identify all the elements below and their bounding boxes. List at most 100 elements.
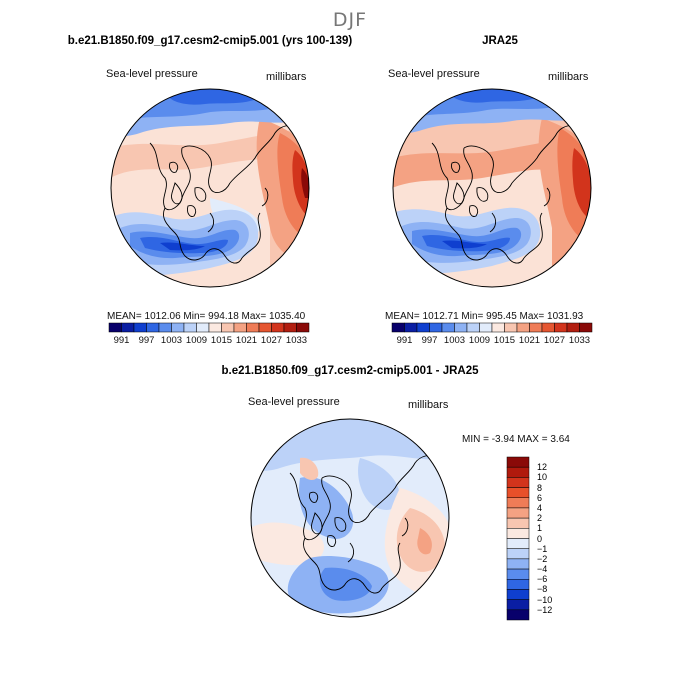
- left-stats: MEAN= 1012.06 Min= 994.18 Max= 1035.40: [107, 311, 306, 322]
- left-colorbar: [108, 322, 310, 333]
- colorbar-swatch: [579, 322, 593, 333]
- colorbar-tick-label: −10: [537, 594, 553, 605]
- right-colorbar-labels: 991 997 1003 1009 1015 1021 1027 1033: [392, 335, 592, 349]
- colorbar-swatch: [479, 322, 493, 333]
- colorbar-swatch: [391, 322, 405, 333]
- colorbar-swatch: [121, 322, 135, 333]
- diff-minmax: MIN = -3.94 MAX = 3.64: [462, 434, 570, 445]
- colorbar-swatch: [296, 322, 310, 333]
- colorbar-swatch: [506, 456, 530, 468]
- colorbar-swatch: [271, 322, 285, 333]
- colorbar-swatch: [506, 568, 530, 580]
- diff-polar-map: [250, 418, 450, 618]
- colorbar-swatch: [196, 322, 210, 333]
- colorbar-tick-label: 6: [537, 492, 543, 503]
- colorbar-tick-label: −2: [537, 553, 548, 564]
- colorbar-swatch: [506, 609, 530, 621]
- colorbar-swatch: [133, 322, 147, 333]
- colorbar-swatch: [506, 517, 530, 529]
- colorbar-tick-label: 1015: [493, 335, 516, 346]
- colorbar-tick-label: 1027: [260, 335, 283, 346]
- colorbar-swatch: [506, 548, 530, 560]
- colorbar-swatch: [504, 322, 518, 333]
- colorbar-tick-label: −12: [537, 604, 553, 615]
- colorbar-swatch: [171, 322, 185, 333]
- colorbar-tick-label: 0: [537, 533, 543, 544]
- colorbar-swatch: [466, 322, 480, 333]
- colorbar-swatch: [506, 599, 530, 611]
- colorbar-tick-label: 8: [537, 482, 543, 493]
- right-polar-map: [392, 88, 592, 288]
- colorbar-swatch: [541, 322, 555, 333]
- colorbar-tick-label: 1009: [468, 335, 491, 346]
- colorbar-tick-label: 1003: [443, 335, 466, 346]
- colorbar-swatch: [506, 487, 530, 498]
- colorbar-swatch: [491, 322, 505, 333]
- colorbar-tick-label: 991: [396, 335, 413, 346]
- colorbar-swatch: [233, 322, 247, 333]
- colorbar-tick-label: 991: [113, 335, 130, 346]
- colorbar-swatch: [506, 558, 530, 570]
- colorbar-swatch: [554, 322, 568, 333]
- colorbar-swatch: [146, 322, 160, 333]
- colorbar-tick-label: −4: [537, 564, 548, 575]
- diff-colorbar: [506, 456, 530, 621]
- season-title: DJF: [332, 9, 368, 31]
- diff-variable-label: Sea-level pressure: [248, 396, 340, 408]
- colorbar-tick-label: 1003: [160, 335, 183, 346]
- colorbar-tick-label: 2: [537, 513, 543, 524]
- colorbar-tick-label: 1021: [518, 335, 541, 346]
- colorbar-tick-label: 4: [537, 502, 543, 513]
- colorbar-tick-label: 1009: [185, 335, 208, 346]
- colorbar-swatch: [429, 322, 443, 333]
- colorbar-swatch: [158, 322, 172, 333]
- colorbar-tick-label: 1027: [543, 335, 566, 346]
- colorbar-swatch: [221, 322, 235, 333]
- colorbar-swatch: [416, 322, 430, 333]
- colorbar-swatch: [506, 538, 530, 549]
- colorbar-tick-label: −1: [537, 543, 548, 554]
- colorbar-swatch: [516, 322, 530, 333]
- colorbar-tick-label: 1015: [210, 335, 233, 346]
- left-units-label: millibars: [266, 71, 307, 83]
- diff-units-label: millibars: [408, 399, 449, 411]
- colorbar-tick-label: 997: [421, 335, 438, 346]
- colorbar-tick-label: −8: [537, 584, 548, 595]
- colorbar-swatch: [246, 322, 260, 333]
- colorbar-swatch: [441, 322, 455, 333]
- left-polar-map: [110, 88, 310, 288]
- right-panel-title: JRA25: [482, 35, 518, 47]
- colorbar-swatch: [258, 322, 272, 333]
- colorbar-tick-label: 1033: [285, 335, 308, 346]
- colorbar-swatch: [208, 322, 222, 333]
- colorbar-tick-label: 12: [537, 462, 548, 473]
- right-colorbar: [391, 322, 593, 333]
- colorbar-swatch: [183, 322, 197, 333]
- left-panel-title: b.e21.B1850.f09_g17.cesm2-cmip5.001 (yrs…: [67, 35, 353, 47]
- colorbar-swatch: [506, 579, 530, 590]
- colorbar-swatch: [506, 507, 530, 519]
- diff-colorbar-labels: 12 10 8 6 4 2 1 0 −1 −2 −4 −6 −8 −10 −12: [537, 457, 567, 620]
- diff-panel-title: b.e21.B1850.f09_g17.cesm2-cmip5.001 - JR…: [221, 365, 479, 377]
- colorbar-tick-label: 997: [138, 335, 155, 346]
- colorbar-tick-label: 1033: [568, 335, 591, 346]
- right-variable-label: Sea-level pressure: [388, 68, 480, 80]
- right-units-label: millibars: [548, 71, 589, 83]
- colorbar-swatch: [108, 322, 122, 333]
- colorbar-tick-label: 10: [537, 472, 548, 483]
- colorbar-swatch: [506, 497, 530, 509]
- colorbar-swatch: [404, 322, 418, 333]
- colorbar-tick-label: −6: [537, 574, 548, 585]
- colorbar-swatch: [529, 322, 543, 333]
- colorbar-swatch: [566, 322, 580, 333]
- colorbar-swatch: [454, 322, 468, 333]
- left-variable-label: Sea-level pressure: [106, 68, 198, 80]
- right-stats: MEAN= 1012.71 Min= 995.45 Max= 1031.93: [385, 311, 584, 322]
- colorbar-swatch: [283, 322, 297, 333]
- colorbar-swatch: [506, 528, 530, 539]
- colorbar-tick-label: 1: [537, 523, 543, 534]
- colorbar-swatch: [506, 589, 530, 600]
- colorbar-swatch: [506, 477, 530, 488]
- left-colorbar-labels: 991 997 1003 1009 1015 1021 1027 1033: [109, 335, 309, 349]
- colorbar-tick-label: 1021: [235, 335, 258, 346]
